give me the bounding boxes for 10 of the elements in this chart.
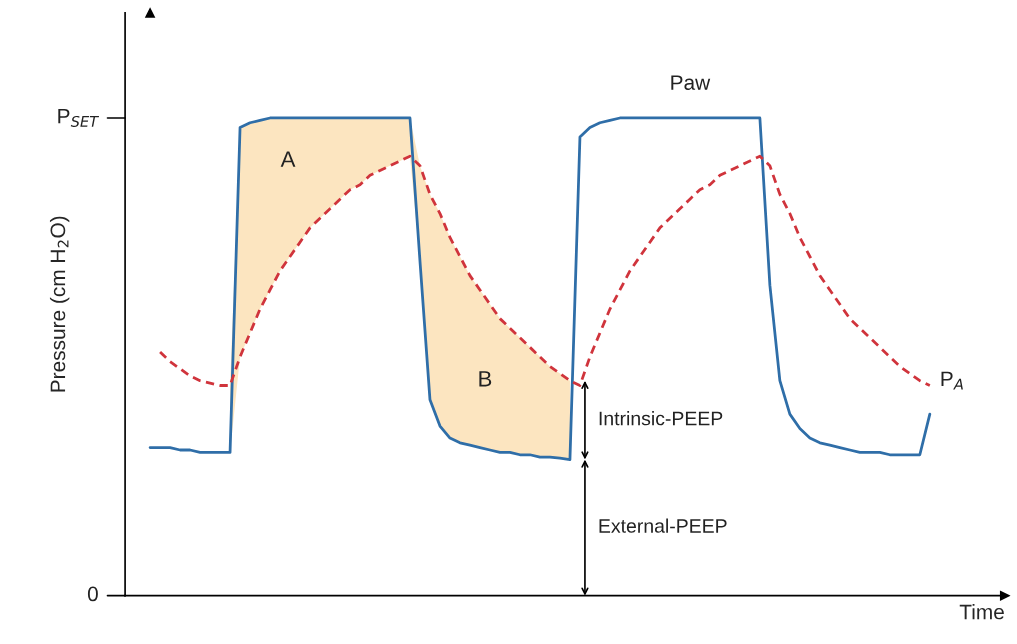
annotation: B bbox=[479, 371, 492, 387]
series-label: Paw bbox=[671, 75, 711, 90]
annotation: A bbox=[280, 151, 296, 167]
text: P$_{SET}$ bbox=[58, 108, 100, 127]
x-axis-title: Time bbox=[959, 604, 1004, 620]
series-label: P$_{A}$ bbox=[941, 371, 963, 390]
annotation: External-PEEP bbox=[599, 518, 727, 533]
y-axis-title: Pressure (cm H$_{2}$O) bbox=[49, 216, 70, 392]
annotation: Intrinsic-PEEP bbox=[599, 411, 723, 426]
text: 0 bbox=[87, 586, 98, 602]
